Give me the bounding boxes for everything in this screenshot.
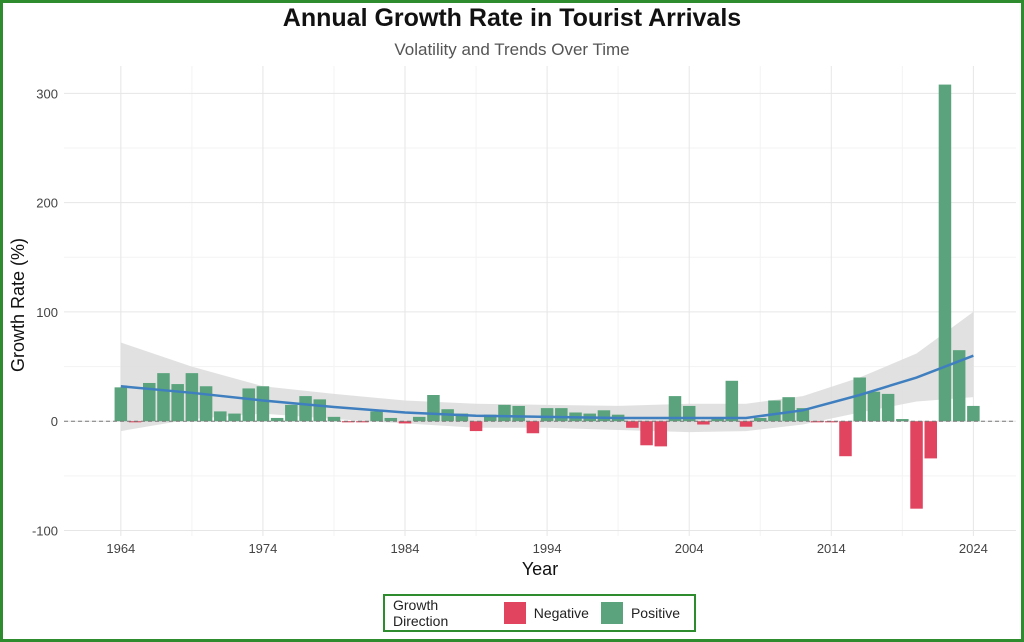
bar-positive	[768, 400, 781, 422]
bar-positive	[725, 380, 739, 422]
trend-group	[120, 354, 974, 420]
bar-positive	[299, 396, 312, 422]
bar-positive	[853, 377, 866, 422]
y-tick-label: 300	[36, 86, 58, 101]
bar-negative	[398, 421, 412, 424]
bar-positive	[370, 411, 383, 422]
bar-positive	[498, 404, 511, 422]
y-axis-label: Growth Rate (%)	[8, 238, 28, 372]
y-tick-label: 200	[36, 196, 58, 211]
bar-positive	[782, 397, 795, 422]
y-tick-label: 0	[51, 414, 58, 429]
bar-positive	[412, 416, 426, 422]
legend-label-positive: Positive	[630, 605, 680, 621]
negative-swatch	[503, 602, 526, 624]
bar-positive	[540, 408, 554, 422]
legend-title: Growth Direction	[393, 597, 449, 629]
bar-positive	[512, 405, 525, 422]
x-tick-label: 1974	[248, 541, 277, 556]
x-tick-label: 1964	[106, 541, 135, 556]
bar-negative	[910, 421, 923, 509]
bar-negative	[654, 421, 668, 447]
bar-positive	[114, 387, 128, 422]
legend: Growth Direction Negative Positive	[383, 594, 696, 632]
chart-subtitle: Volatility and Trends Over Time	[394, 40, 630, 59]
bar-negative	[739, 421, 753, 427]
bar-positive	[597, 410, 611, 422]
bar-positive	[228, 413, 241, 422]
bar-positive	[384, 417, 398, 422]
bar-negative	[356, 421, 369, 423]
bar-positive	[327, 416, 341, 422]
trend-line	[120, 354, 974, 420]
bar-positive	[555, 408, 568, 422]
y-tick-label: -100	[32, 524, 58, 539]
legend-item-negative: Negative	[503, 602, 595, 624]
bar-positive	[938, 84, 952, 422]
bar-positive	[270, 417, 284, 422]
bar-positive	[199, 386, 213, 422]
x-tick-label: 2004	[675, 541, 704, 556]
y-tick-label: 100	[36, 305, 58, 320]
bar-positive	[967, 405, 980, 422]
confidence-band	[120, 311, 974, 433]
x-tick-label: 1994	[533, 541, 562, 556]
bar-positive	[285, 404, 298, 422]
bar-positive	[867, 391, 881, 422]
bar-negative	[526, 421, 540, 434]
bar-positive	[185, 373, 199, 422]
bar-negative	[924, 421, 937, 459]
bar-negative	[128, 421, 142, 423]
bar-negative	[839, 421, 852, 457]
legend-label-negative: Negative	[533, 605, 589, 621]
bar-negative	[810, 421, 824, 423]
x-tick-label: 2024	[959, 541, 988, 556]
bar-negative	[341, 421, 355, 423]
bar-positive	[753, 417, 767, 422]
bar-positive	[313, 399, 327, 422]
bar-negative	[697, 421, 710, 425]
bar-negative	[469, 421, 483, 432]
bar-positive	[171, 384, 184, 422]
trend-confidence-band	[120, 311, 974, 433]
legend-item-positive: Positive	[600, 602, 686, 624]
bar-positive	[256, 386, 270, 422]
bar-positive	[427, 395, 440, 422]
bar-negative	[626, 421, 639, 428]
bar-positive	[484, 414, 497, 422]
bar-positive	[668, 396, 682, 422]
bar-positive	[881, 393, 895, 422]
bar-positive	[214, 411, 227, 422]
bar-negative	[640, 421, 653, 446]
bar-positive	[143, 382, 156, 422]
grid-lines	[64, 66, 1016, 536]
bar-positive	[711, 417, 724, 422]
chart-title: Annual Growth Rate in Tourist Arrivals	[282, 4, 742, 32]
bar-positive	[157, 373, 170, 422]
x-axis-label: Year	[522, 559, 558, 579]
bar-negative	[825, 421, 838, 423]
x-tick-label: 2014	[817, 541, 846, 556]
x-tick-label: 1984	[391, 541, 420, 556]
bar-positive	[952, 350, 966, 422]
positive-swatch	[600, 602, 623, 624]
bar-positive	[896, 419, 909, 422]
bar-positive	[455, 413, 469, 422]
axes-group: Year Growth Rate (%) -100 0 100 200 300 1964 1…	[8, 86, 988, 579]
bar-positive	[242, 388, 255, 422]
